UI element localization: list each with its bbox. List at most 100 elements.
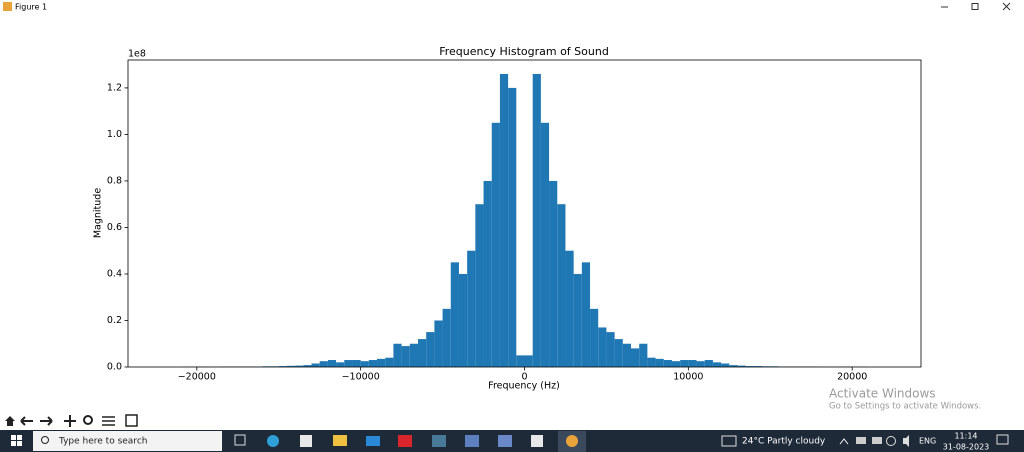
- histogram-bar: [647, 357, 656, 367]
- y-tick-label: 0.6: [107, 222, 122, 233]
- app-icon: [3, 2, 12, 11]
- histogram-bar: [630, 348, 640, 367]
- histogram-bar: [303, 365, 312, 367]
- histogram-bar: [753, 366, 763, 367]
- histogram-bar: [385, 357, 394, 367]
- histogram-bar: [327, 360, 337, 367]
- chart-title: Frequency Histogram of Sound: [439, 45, 609, 58]
- tray-volume: [903, 435, 909, 447]
- taskbar: Type here to search 24°C Partly cloudy E…: [0, 430, 1024, 452]
- histogram-bar: [467, 250, 476, 367]
- search-placeholder: Type here to search: [58, 437, 147, 447]
- x-tick-label: 10000: [673, 372, 703, 383]
- configure-button[interactable]: [102, 416, 115, 426]
- search-box[interactable]: [33, 431, 222, 451]
- axes-frame: [127, 59, 922, 368]
- app-wps[interactable]: [398, 435, 412, 447]
- histogram-bar: [286, 365, 296, 367]
- histogram-bar: [352, 360, 361, 367]
- histogram-bar: [704, 360, 713, 367]
- tray-icon: [856, 437, 866, 444]
- histogram-bar: [434, 320, 443, 367]
- y-tick-label: 0.0: [107, 362, 122, 373]
- y-tick-label: 1.0: [107, 129, 122, 140]
- maximize-button[interactable]: [971, 3, 979, 10]
- y-axis-label: Magnitude: [93, 188, 104, 238]
- app-mail[interactable]: [366, 436, 380, 446]
- save-button[interactable]: [125, 414, 138, 427]
- histogram-bar: [344, 360, 353, 367]
- start-button[interactable]: [11, 435, 22, 446]
- histogram-bar: [614, 339, 623, 367]
- pan-button[interactable]: [64, 415, 76, 427]
- histogram-bar: [336, 362, 345, 367]
- histogram-bar: [442, 308, 451, 367]
- histogram-bar: [278, 366, 287, 367]
- y-tick-label: 0.2: [107, 315, 122, 326]
- histogram-bar: [311, 363, 320, 367]
- histogram-bar: [475, 204, 484, 367]
- histogram-bar: [696, 361, 705, 367]
- histogram-bar: [524, 355, 533, 367]
- histogram-bar: [483, 180, 492, 367]
- histogram-bar: [458, 273, 468, 367]
- tray-network: [886, 436, 896, 446]
- histogram-bar: [565, 250, 574, 367]
- home-button[interactable]: [5, 416, 15, 426]
- histogram-bar: [393, 343, 402, 367]
- forward-button[interactable]: [40, 416, 53, 426]
- app-figure-icon: [566, 435, 578, 447]
- window-title: Figure 1: [15, 3, 47, 12]
- histogram-bar: [409, 343, 419, 367]
- watermark-title: Activate Windows: [829, 387, 936, 401]
- chart: Frequency Histogram of Sound Frequency (…: [93, 45, 922, 392]
- notifications[interactable]: [996, 434, 1009, 445]
- weather-icon: [721, 435, 737, 447]
- language: ENG: [919, 437, 936, 446]
- app-monitor[interactable]: [498, 435, 512, 447]
- back-button[interactable]: [20, 416, 33, 426]
- histogram-bar: [426, 332, 435, 367]
- app-explorer[interactable]: [333, 435, 347, 446]
- histogram-bar: [712, 362, 722, 367]
- histogram-bar: [540, 122, 550, 367]
- tray-expand[interactable]: [839, 438, 849, 445]
- zoom-button[interactable]: [83, 415, 93, 425]
- title-bar: [0, 0, 1024, 14]
- histogram-bar: [655, 358, 664, 367]
- histogram-bar: [418, 339, 427, 367]
- app-edge[interactable]: [267, 435, 279, 447]
- histogram-bar: [581, 262, 591, 367]
- histogram-bar: [532, 73, 541, 368]
- histogram-bar: [745, 366, 754, 367]
- app-store[interactable]: [300, 435, 312, 447]
- histogram-bar: [688, 360, 697, 367]
- histogram-bar: [721, 363, 730, 367]
- y-tick-label: 0.8: [107, 175, 122, 186]
- weather: 24°C Partly cloudy: [742, 437, 826, 447]
- task-view[interactable]: [234, 434, 246, 446]
- histogram-bar: [368, 360, 378, 367]
- app-document[interactable]: [531, 435, 543, 447]
- histogram-bar: [401, 346, 410, 367]
- y-tick-label: 0.4: [107, 268, 122, 279]
- search-icon: [41, 436, 49, 444]
- histogram-bar: [360, 361, 369, 367]
- histogram-bar: [573, 273, 582, 367]
- app-network[interactable]: [465, 435, 479, 447]
- histogram-bar: [499, 73, 509, 368]
- histogram-bar: [663, 360, 672, 367]
- histogram-bar: [508, 87, 517, 367]
- clock-time: 11:14: [954, 432, 977, 441]
- histogram-bar: [549, 180, 558, 367]
- toolbar: [5, 414, 138, 427]
- close-button[interactable]: [1002, 2, 1011, 11]
- clock-date: 31-08-2023: [943, 443, 990, 452]
- app-python[interactable]: [432, 435, 446, 447]
- histogram-bar: [491, 122, 500, 367]
- x-axis-label: Frequency (Hz): [488, 381, 560, 392]
- y-tick-label: 1.2: [107, 82, 122, 93]
- x-tick-label: 20000: [837, 372, 867, 383]
